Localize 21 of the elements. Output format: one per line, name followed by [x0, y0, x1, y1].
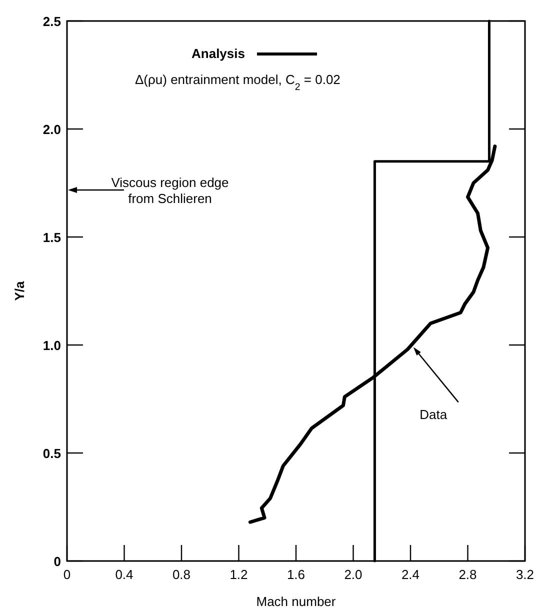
x-tick-label: 0	[63, 567, 71, 582]
annotation: Data	[420, 407, 448, 422]
legend-label: Analysis	[192, 46, 245, 61]
x-tick-label: 2.4	[401, 567, 420, 582]
y-axis-title: Y/a	[12, 280, 27, 301]
x-tick-label: 2.0	[344, 567, 362, 582]
x-tick-label: 3.2	[516, 567, 534, 582]
x-axis-title: Mach number	[256, 594, 336, 609]
y-tick-label: 0	[54, 554, 61, 569]
y-tick-label: 2.0	[42, 122, 61, 137]
y-tick-label: 2.5	[42, 14, 61, 29]
x-tick-label: 1.2	[230, 567, 248, 582]
y-tick-label: 0.5	[42, 446, 61, 461]
x-tick-label: 1.6	[286, 567, 306, 582]
x-tick-label: 0.4	[115, 567, 134, 582]
annotation: Viscous region edge from Schlieren	[111, 175, 229, 206]
annotation: Δ(ρu) entrainment model, C$_{2}$ = 0.02	[135, 72, 340, 92]
y-tick-label: 1.5	[42, 230, 61, 245]
x-tick-label: 2.8	[458, 567, 477, 582]
y-tick-label: 1.0	[42, 338, 61, 353]
x-tick-label: 0.8	[172, 567, 191, 582]
